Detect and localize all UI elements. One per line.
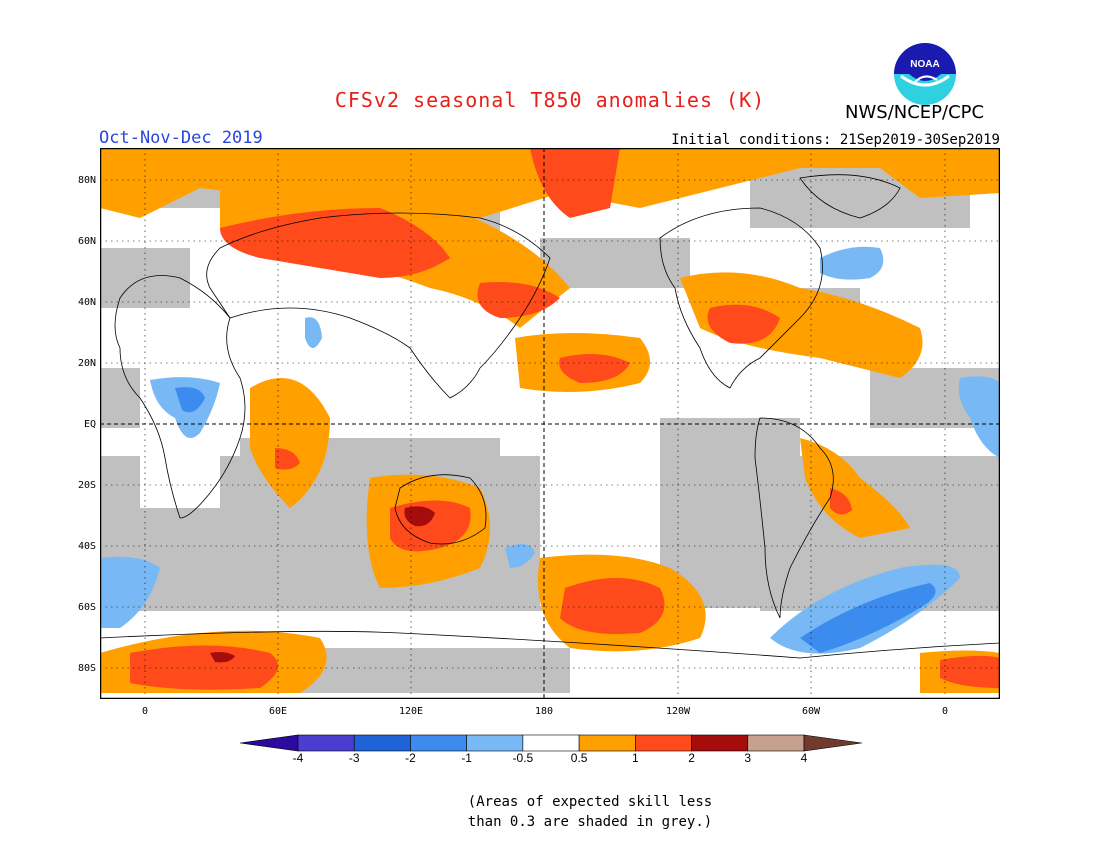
colorbar-tick-label: 2: [688, 751, 695, 765]
skill-note-line-1: (Areas of expected skill less: [467, 794, 713, 810]
lat-label-eq: EQ: [83, 419, 96, 430]
lon-label-0-right: 0: [941, 706, 949, 717]
period-label: Oct-Nov-Dec 2019: [99, 128, 263, 148]
colorbar-tick-label: 0.5: [570, 751, 588, 765]
coast-south-america: [754, 417, 834, 619]
initial-conditions: Initial conditions: 21Sep2019-30Sep2019: [671, 132, 1000, 148]
colorbar-tick-label: 3: [744, 751, 752, 765]
strong-cool-anomaly-areas: [175, 387, 936, 653]
logo-text: NOAA: [910, 59, 939, 70]
strong-warm-anomaly-areas: [130, 148, 1000, 690]
lon-label-0: 0: [141, 706, 149, 717]
colorbar-tick-label: 4: [800, 751, 808, 765]
anomaly-map: [100, 148, 1000, 699]
colorbar-tick-label: -4: [292, 751, 304, 765]
colorbar-swatch: [297, 734, 355, 752]
lat-label-40n: 40N: [77, 297, 96, 308]
coast-greenland: [799, 174, 901, 219]
coast-africa: [114, 275, 246, 519]
colorbar: [240, 734, 862, 752]
lon-label-180: 180: [534, 706, 554, 717]
coast-north-america: [659, 207, 823, 389]
colorbar-tick-label: -1: [461, 751, 472, 765]
colorbar-swatch-max: [803, 734, 862, 752]
colorbar-swatch: [466, 734, 524, 752]
lat-label-80n: 80N: [77, 175, 96, 186]
colorbar-tick-label: 1: [631, 751, 639, 765]
colorbar-tick-label: -3: [348, 751, 360, 765]
colorbar-swatch: [410, 734, 467, 752]
noaa-logo: NOAA: [894, 43, 956, 105]
lat-label-80s: 80S: [77, 663, 96, 674]
lat-label-20s: 20S: [77, 480, 96, 491]
skill-note: (Areas of expected skill less than 0.3 a…: [460, 792, 720, 832]
map-frame: [100, 148, 1000, 699]
colorbar-swatch: [353, 734, 411, 752]
colorbar-swatch: [578, 734, 636, 752]
lon-label-120e: 120E: [398, 706, 424, 717]
coastlines: [100, 174, 1000, 659]
very-strong-warm-anomaly-areas: [210, 506, 435, 663]
colorbar-swatch: [522, 734, 580, 752]
colorbar-tick-label: -0.5: [512, 751, 534, 765]
colorbar-swatch: [691, 734, 749, 752]
agency-label: NWS/NCEP/CPC: [845, 102, 985, 123]
reference-lines: [100, 148, 1000, 699]
lon-label-60e: 60E: [268, 706, 288, 717]
lat-label-20n: 20N: [77, 358, 96, 369]
lon-label-120w: 120W: [665, 706, 691, 717]
coast-antarctica: [100, 630, 1000, 659]
colorbar-swatch: [635, 734, 692, 752]
lat-label-60n: 60N: [77, 236, 96, 247]
lat-label-40s: 40S: [77, 541, 96, 552]
map-title: CFSv2 seasonal T850 anomalies (K): [334, 88, 766, 112]
skill-note-line-2: than 0.3 are shaded in grey.): [467, 814, 713, 830]
coast-eurasia: [206, 212, 551, 399]
lon-label-60w: 60W: [801, 706, 821, 717]
colorbar-swatch: [747, 734, 805, 752]
colorbar-tick-label: -2: [405, 751, 416, 765]
lat-label-60s: 60S: [77, 602, 96, 613]
colorbar-swatch-min: [240, 734, 299, 752]
